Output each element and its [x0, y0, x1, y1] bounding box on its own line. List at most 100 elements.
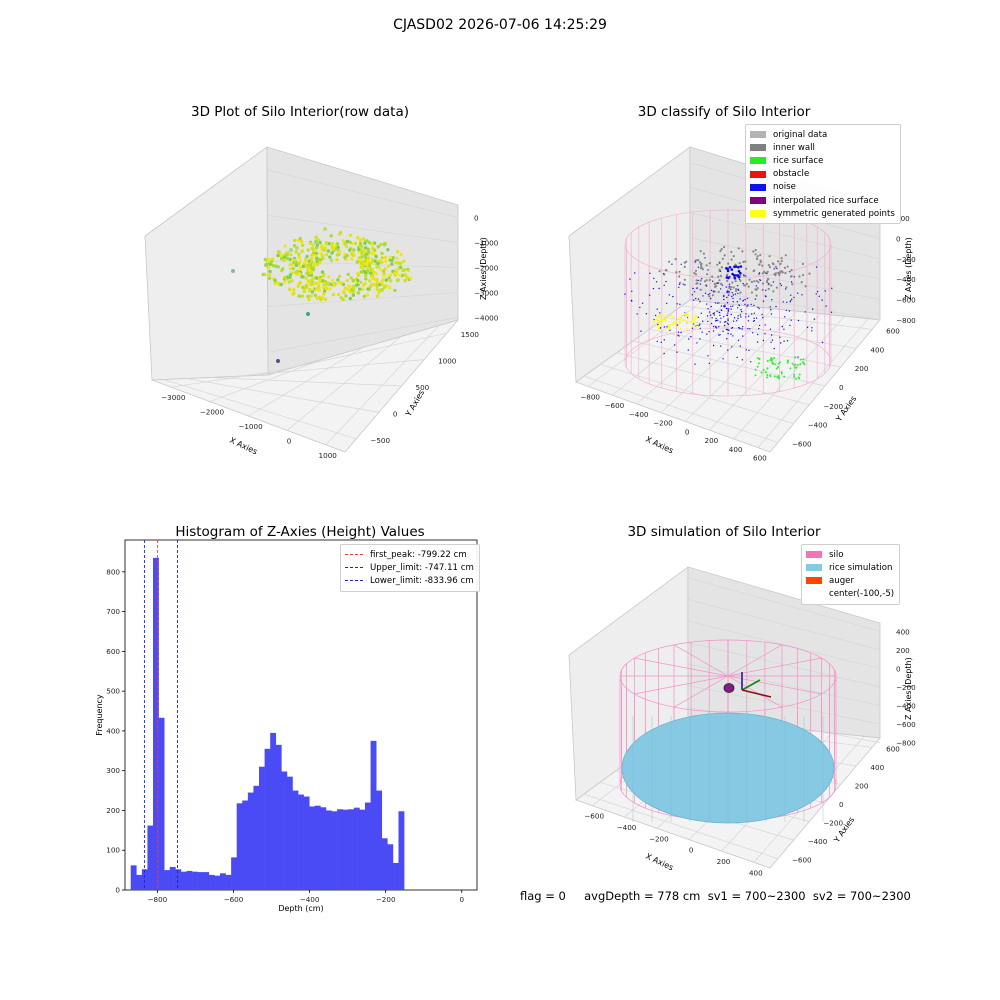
noise-point [696, 342, 698, 344]
noise-point [824, 290, 826, 292]
noise-point [813, 318, 815, 320]
panel1-title: 3D Plot of Silo Interior(row data) [191, 104, 409, 120]
noise-point [770, 341, 772, 343]
noise-point [690, 335, 692, 338]
noise-point [699, 327, 701, 330]
noise-point [704, 292, 707, 294]
noise-point [665, 280, 667, 283]
noise-point [732, 305, 734, 307]
noise-point [758, 307, 760, 310]
z-tick-label: 200 [896, 646, 910, 655]
noise-point [797, 319, 800, 322]
noise-point [742, 326, 744, 328]
inner-wall-point [732, 255, 735, 258]
inner-wall-point [683, 278, 686, 281]
symmetric-point [684, 313, 687, 317]
legend-entry: Lower_limit: -833.96 cm [345, 574, 474, 587]
noise-cluster-point [726, 269, 730, 273]
inner-wall-point [773, 267, 776, 270]
raw-point [370, 267, 374, 272]
figure-suptitle: CJASD02 2026-07-06 14:25:29 [393, 17, 607, 33]
noise-point [715, 317, 717, 320]
raw-point [363, 254, 368, 258]
noise-point [709, 314, 712, 316]
noise-point [699, 300, 701, 303]
raw-point [288, 263, 292, 267]
legend-entry: silo [806, 548, 894, 561]
y-tick-label: 400 [106, 726, 120, 735]
z-tick-label: 400 [896, 627, 910, 636]
noise-point [649, 294, 651, 296]
symmetric-point [690, 320, 694, 324]
y-tick-label: −200 [823, 402, 843, 411]
y-gridline [163, 379, 357, 440]
raw-point [317, 295, 321, 299]
rice-surface-point [770, 359, 773, 362]
inner-wall-point [731, 281, 734, 284]
noise-point [706, 333, 708, 335]
raw-point [405, 275, 409, 280]
rice-surface-point [802, 358, 805, 361]
inner-wall-point [664, 269, 668, 272]
raw-point [369, 274, 374, 278]
raw-point [363, 282, 367, 286]
noise-point [710, 305, 712, 308]
noise-point [719, 270, 722, 272]
histogram-bar [337, 809, 343, 890]
noise-point [714, 302, 717, 304]
inner-wall-point [674, 258, 677, 261]
y-tick-label: 1000 [438, 357, 457, 366]
raw-point [283, 244, 287, 248]
raw-point [307, 288, 312, 293]
noise-point [726, 296, 728, 299]
noise-point [727, 323, 730, 325]
noise-point [717, 319, 719, 321]
legend-label: obstacle [773, 169, 810, 180]
rice-surface-point [774, 363, 777, 366]
z-gridline [689, 237, 881, 280]
noise-point [783, 328, 785, 330]
symmetric-point [687, 315, 690, 319]
raw-point [298, 265, 303, 270]
z-tick-label: −800 [896, 316, 916, 325]
noise-point [676, 303, 678, 305]
noise-point [707, 355, 709, 357]
noise-point [741, 328, 743, 330]
raw-point [271, 263, 275, 268]
legend-entry: rice surface [750, 154, 895, 167]
raw-point [321, 274, 326, 278]
noise-point [699, 338, 701, 340]
panel2-legend: original data inner wall rice surface obsta… [745, 124, 901, 225]
noise-point [815, 266, 818, 268]
histogram-bar [208, 874, 215, 890]
legend-entry: center(-100,-5) [806, 588, 894, 601]
raw-point [358, 241, 363, 246]
raw-point [331, 245, 335, 250]
raw-point [406, 268, 411, 273]
noise-point [725, 328, 728, 331]
rice-surface-point [766, 367, 769, 370]
noise-point [718, 302, 720, 304]
inner-wall-point [752, 250, 755, 253]
legend-swatch [806, 577, 822, 585]
raw-point [348, 296, 352, 301]
symmetric-point [672, 316, 675, 319]
noise-cluster-point [733, 276, 737, 280]
raw-point [374, 255, 378, 259]
raw-point [306, 248, 310, 252]
raw-point [395, 278, 400, 283]
legend-swatch [750, 197, 766, 205]
raw-point [318, 260, 322, 265]
raw-point [361, 237, 366, 241]
y-tick-label: −600 [792, 440, 812, 449]
raw-point [401, 268, 406, 272]
histogram-bar [309, 806, 316, 890]
rice-surface-point [758, 358, 761, 361]
raw-point [363, 259, 367, 264]
noise-point [678, 335, 680, 337]
inner-wall-point [735, 289, 738, 292]
raw-point [386, 248, 390, 252]
rice-surface-point [794, 356, 797, 359]
inner-wall-point [723, 254, 726, 257]
